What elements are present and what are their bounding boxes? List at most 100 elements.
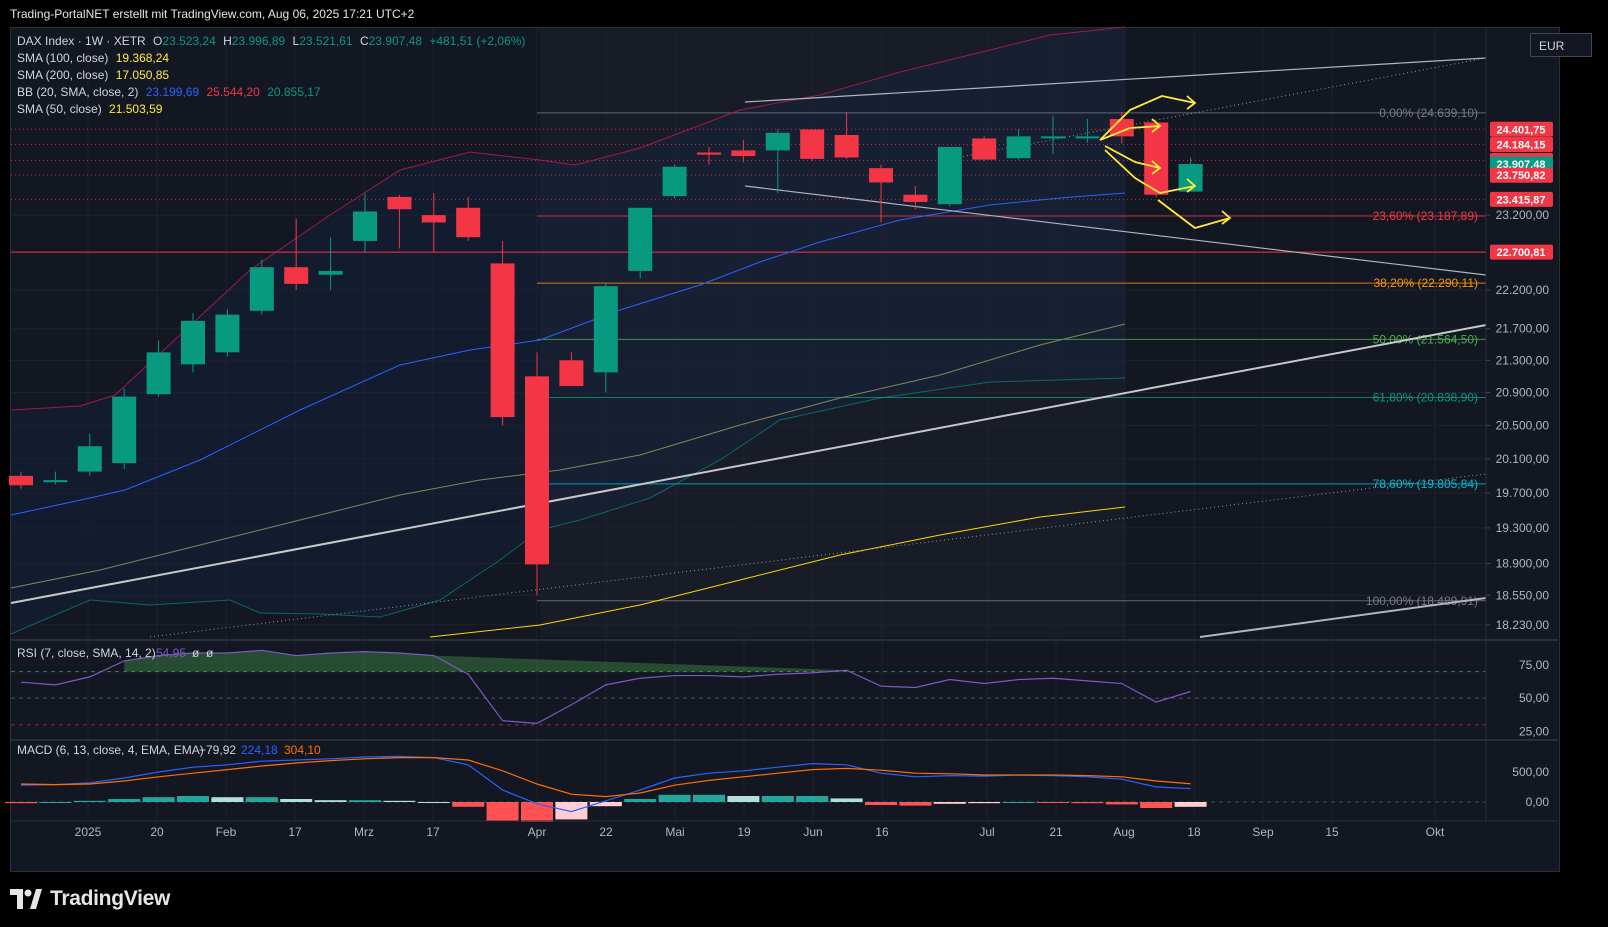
- candle-body[interactable]: [353, 211, 377, 241]
- legend-bb[interactable]: BB (20, SMA, close, 2) 23.199,69 25.544,…: [17, 85, 325, 99]
- candle-body[interactable]: [77, 446, 102, 472]
- rsi-value: ø: [206, 646, 214, 660]
- candle-body[interactable]: [972, 138, 997, 160]
- rsi-axis-label: 50,00: [1519, 691, 1549, 705]
- candle-body[interactable]: [834, 134, 859, 158]
- candle-body[interactable]: [903, 194, 928, 202]
- macd-histogram-bar: [280, 799, 313, 802]
- candle-body[interactable]: [387, 196, 412, 210]
- price-axis-label: 23.200,00: [1496, 208, 1550, 222]
- time-axis-label: 15: [1325, 825, 1339, 839]
- highlight-zone: [540, 28, 1126, 637]
- symbol-label[interactable]: DAX Index · 1W · XETR: [17, 34, 146, 48]
- candle-body[interactable]: [43, 480, 68, 483]
- fib-level-label: 38,20% (22.290,11): [1373, 276, 1478, 290]
- sma100-value: 19.368,24: [115, 51, 170, 65]
- rsi-value: 54,95: [156, 646, 186, 660]
- macd-histogram-bar: [73, 800, 106, 802]
- price-label-box: [1490, 136, 1553, 152]
- bb-basis-line: [10, 192, 1126, 516]
- price-axis-label: 20.500,00: [1496, 418, 1550, 432]
- candle-body[interactable]: [1144, 122, 1169, 195]
- candle-body[interactable]: [318, 270, 343, 275]
- rsi-title: RSI (7, close, SMA, 14, 2): [17, 646, 156, 660]
- macd-histogram-bar: [452, 802, 485, 807]
- time-axis-label: 19: [737, 825, 751, 839]
- legend-sma50[interactable]: SMA (50, close) 21.503,59: [17, 102, 166, 116]
- candle-body[interactable]: [181, 320, 205, 365]
- price-axis-label: 18.550,00: [1496, 588, 1550, 602]
- sma50-label: SMA (50, close): [17, 102, 102, 116]
- legend-sma100[interactable]: SMA (100, close) 19.368,24: [17, 51, 173, 65]
- projection-arrow: [1099, 125, 1161, 141]
- candle-body[interactable]: [421, 215, 446, 223]
- price-axis-label: 20.900,00: [1496, 386, 1550, 400]
- macd-histogram-bar: [727, 796, 760, 802]
- time-axis-label: 21: [1049, 825, 1063, 839]
- candle-body[interactable]: [800, 129, 825, 159]
- price-axis-label: 18.230,00: [1496, 618, 1550, 632]
- projection-arrow: [1104, 145, 1161, 169]
- price-axis-label: 19.700,00: [1496, 486, 1550, 500]
- time-axis-label: Okt: [1426, 825, 1445, 839]
- macd-value: 304,10: [284, 743, 321, 757]
- close-label: C: [359, 34, 369, 48]
- candle-body[interactable]: [9, 475, 33, 486]
- candle-body[interactable]: [284, 267, 309, 284]
- price-label-box: [1490, 121, 1553, 137]
- candle-body[interactable]: [765, 132, 790, 151]
- candle-body[interactable]: [1041, 136, 1065, 139]
- time-axis-label: Mai: [665, 825, 684, 839]
- bb-label: BB (20, SMA, close, 2): [17, 85, 139, 99]
- sma50-value: 21.503,59: [109, 102, 163, 116]
- candle-body[interactable]: [937, 146, 962, 205]
- price-axis-label: 19.300,00: [1496, 521, 1550, 535]
- legend-symbol-row: DAX Index · 1W · XETR O23.523,24 H23.996…: [17, 34, 529, 48]
- legend-sma200[interactable]: SMA (200, close) 17.050,85: [17, 68, 173, 82]
- candle-body[interactable]: [525, 376, 549, 565]
- change-value: +481,51 (+2,06%): [429, 34, 526, 48]
- high-value: 23.996,89: [231, 34, 286, 48]
- candle-body[interactable]: [869, 168, 893, 183]
- candle-body[interactable]: [593, 286, 618, 373]
- candle-body[interactable]: [1006, 136, 1031, 159]
- chart-frame[interactable]: [10, 27, 1560, 872]
- time-axis-label: 22: [599, 825, 613, 839]
- macd-value: 224,18: [241, 743, 278, 757]
- price-label-text: 23.750,82: [1497, 170, 1546, 182]
- close-value: 23.907,48: [368, 34, 423, 48]
- macd-histogram-bar: [5, 802, 37, 804]
- time-axis-label: Apr: [528, 825, 547, 839]
- fib-level-label: 50,00% (21.564,50): [1373, 332, 1478, 346]
- candle-body[interactable]: [628, 207, 653, 271]
- candle-body[interactable]: [731, 150, 756, 157]
- sma100-line: [429, 506, 1126, 638]
- time-axis-label: 16: [875, 825, 889, 839]
- dotted-trendline-lower: [149, 473, 1487, 638]
- macd-histogram-bar: [589, 802, 622, 807]
- candle-body[interactable]: [559, 360, 584, 387]
- candle-body[interactable]: [249, 267, 274, 311]
- macd-histogram-bar: [314, 800, 347, 802]
- candle-body[interactable]: [456, 207, 481, 238]
- time-axis-label: 17: [426, 825, 440, 839]
- candle-body[interactable]: [215, 314, 240, 353]
- tradingview-logo-icon: [10, 889, 42, 909]
- candle-body[interactable]: [146, 352, 171, 395]
- currency-button[interactable]: EUR: [1530, 33, 1592, 57]
- candle-body[interactable]: [662, 166, 687, 197]
- fib-level-label: 0,00% (24.639,10): [1379, 106, 1478, 120]
- candle-body[interactable]: [490, 263, 515, 418]
- bb-upper-value: 25.544,20: [206, 85, 260, 99]
- candle-body[interactable]: [1075, 136, 1100, 139]
- candle-body[interactable]: [697, 152, 721, 155]
- macd-histogram-bar: [349, 800, 381, 802]
- macd-histogram-bar: [933, 802, 966, 804]
- candle-body[interactable]: [112, 396, 137, 464]
- macd-signal-line: [20, 756, 1191, 798]
- high-label: H: [223, 34, 232, 48]
- page-title: Trading-PortalNET erstellt mit TradingVi…: [10, 7, 415, 21]
- tradingview-logo[interactable]: TradingView: [10, 887, 170, 911]
- fib-level-label: 61,80% (20.838,90): [1373, 391, 1478, 405]
